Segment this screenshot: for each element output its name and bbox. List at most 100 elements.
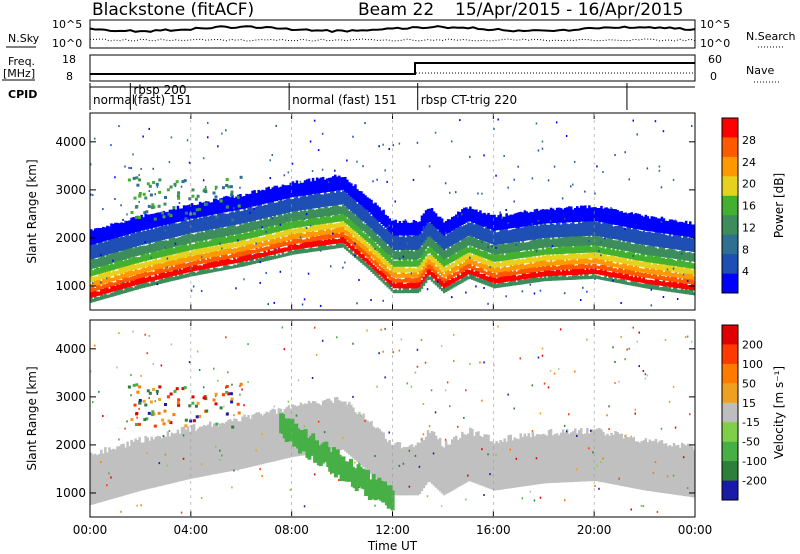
power-cell xyxy=(233,264,236,269)
power-speck xyxy=(168,161,171,164)
power-cell xyxy=(594,243,597,253)
velocity-speck xyxy=(118,438,120,441)
power-speck xyxy=(392,144,394,147)
power-cell xyxy=(315,239,319,247)
power-speck xyxy=(580,299,582,301)
velocity-cell xyxy=(118,446,121,497)
power-cell xyxy=(612,271,615,278)
power-cell xyxy=(92,276,95,282)
power-cell xyxy=(469,245,472,253)
velocity-cell xyxy=(176,429,180,482)
power-cell xyxy=(211,255,214,262)
power-cell xyxy=(531,212,535,226)
power-cell xyxy=(92,286,95,292)
power-cell xyxy=(366,262,369,269)
power-cell xyxy=(128,285,131,292)
power-cell xyxy=(674,277,678,283)
power-cell xyxy=(420,246,424,256)
power-cell xyxy=(144,254,147,261)
power-cell xyxy=(404,237,408,250)
power-cell xyxy=(568,206,571,223)
power-cell xyxy=(471,268,474,276)
power-cell xyxy=(267,256,270,261)
velocity-speck xyxy=(146,452,148,455)
power-speck xyxy=(469,155,471,158)
power-cell xyxy=(580,245,583,253)
power-cell xyxy=(394,260,397,267)
velocity-blob xyxy=(191,401,195,405)
power-cell xyxy=(279,213,283,224)
power-cell xyxy=(594,267,597,274)
power-cell xyxy=(112,285,115,292)
power-speck xyxy=(192,285,195,288)
power-cell xyxy=(390,276,393,281)
power-cell xyxy=(293,249,297,255)
power-cell xyxy=(263,236,266,241)
power-cell xyxy=(154,272,157,281)
power-cell xyxy=(434,266,438,271)
power-cell xyxy=(402,270,406,278)
velocity-cell xyxy=(219,423,222,474)
power-cell xyxy=(104,278,107,284)
power-cell xyxy=(313,216,317,226)
velocity-speck xyxy=(416,348,419,351)
power-cell xyxy=(358,256,361,262)
power-cell xyxy=(239,233,242,241)
power-cell xyxy=(200,217,204,232)
power-cell xyxy=(176,251,180,260)
power-cell xyxy=(344,176,347,192)
power-blob xyxy=(229,185,233,189)
power-cell xyxy=(440,218,444,234)
power-cell xyxy=(600,276,603,280)
velocity-blob xyxy=(221,393,225,397)
velocity-speck xyxy=(136,504,138,507)
power-speck xyxy=(428,165,431,168)
power-cell xyxy=(261,229,264,236)
power-cell xyxy=(610,261,613,267)
power-speck xyxy=(531,177,534,180)
power-speck xyxy=(507,222,509,225)
power-cell xyxy=(265,217,268,228)
power-cell xyxy=(402,279,406,283)
x-tick-label: 00:00 xyxy=(678,523,713,537)
power-cell xyxy=(255,221,258,230)
power-cell xyxy=(598,208,601,222)
power-cell xyxy=(202,202,206,217)
power-cell xyxy=(535,260,539,267)
power-speck xyxy=(142,135,144,138)
power-cell xyxy=(192,217,196,233)
velocity-speck xyxy=(481,399,483,402)
power-cell xyxy=(525,274,529,279)
power-cell xyxy=(416,280,420,289)
power-cell xyxy=(446,274,450,281)
velocity-cell xyxy=(350,404,353,457)
power-cell xyxy=(154,257,157,265)
power-cell xyxy=(406,268,410,273)
power-speck xyxy=(489,266,491,269)
power-cell xyxy=(666,249,670,258)
power-cell xyxy=(269,201,272,217)
velocity-cell xyxy=(572,431,575,483)
power-cell xyxy=(634,242,637,253)
power-cell xyxy=(202,254,206,259)
power-cell xyxy=(529,225,533,240)
power-cell xyxy=(453,272,456,277)
power-cell xyxy=(475,277,478,282)
power-cell xyxy=(305,241,309,248)
power-cell xyxy=(299,238,303,243)
velocity-cell xyxy=(459,438,462,487)
power-cell xyxy=(578,263,581,269)
velocity-speck xyxy=(217,379,219,382)
power-cell xyxy=(483,274,486,280)
power-cell xyxy=(521,269,525,274)
power-cell xyxy=(586,266,589,275)
power-cell xyxy=(467,262,470,269)
power-cell xyxy=(247,261,250,266)
power-cell xyxy=(370,262,373,268)
power-cell xyxy=(259,217,262,229)
velocity-speck xyxy=(116,366,118,369)
power-cell xyxy=(120,222,123,237)
power-blob xyxy=(214,185,218,189)
power-cell xyxy=(358,249,361,257)
power-cell xyxy=(406,260,410,267)
